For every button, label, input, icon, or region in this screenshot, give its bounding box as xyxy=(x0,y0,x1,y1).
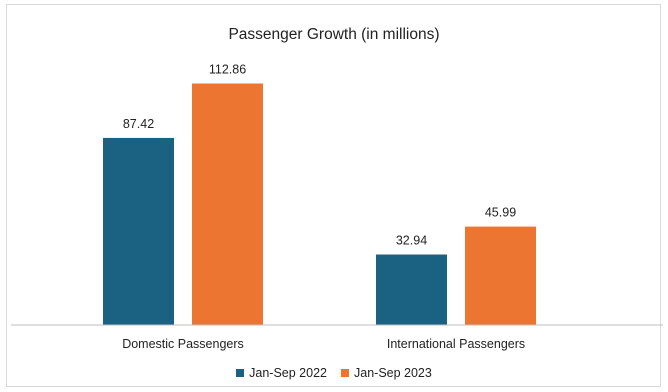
data-label-international-series-2: 45.99 xyxy=(485,206,516,220)
chart-legend: Jan-Sep 2022 Jan-Sep 2023 xyxy=(0,366,668,380)
legend-item-series-2: Jan-Sep 2023 xyxy=(341,366,432,380)
legend-swatch-series-1 xyxy=(236,369,245,377)
legend-swatch-series-2 xyxy=(341,369,349,377)
legend-item-series-1: Jan-Sep 2022 xyxy=(236,366,327,380)
bar-international-series-1 xyxy=(376,254,447,325)
data-label-domestic-series-2: 112.86 xyxy=(209,63,246,77)
legend-label-series-2: Jan-Sep 2023 xyxy=(354,366,432,380)
data-label-international-series-1: 32.94 xyxy=(396,234,427,248)
chart-title: Passenger Growth (in millions) xyxy=(228,26,440,43)
bar-international-series-2 xyxy=(465,226,536,325)
category-label-domestic: Domestic Passengers xyxy=(122,337,244,351)
category-label-international: International Passengers xyxy=(387,337,525,351)
bar-domestic-series-1 xyxy=(103,137,174,325)
data-label-domestic-series-1: 87.42 xyxy=(123,117,154,131)
bar-domestic-series-2 xyxy=(192,83,263,325)
legend-label-series-1: Jan-Sep 2022 xyxy=(249,366,327,380)
